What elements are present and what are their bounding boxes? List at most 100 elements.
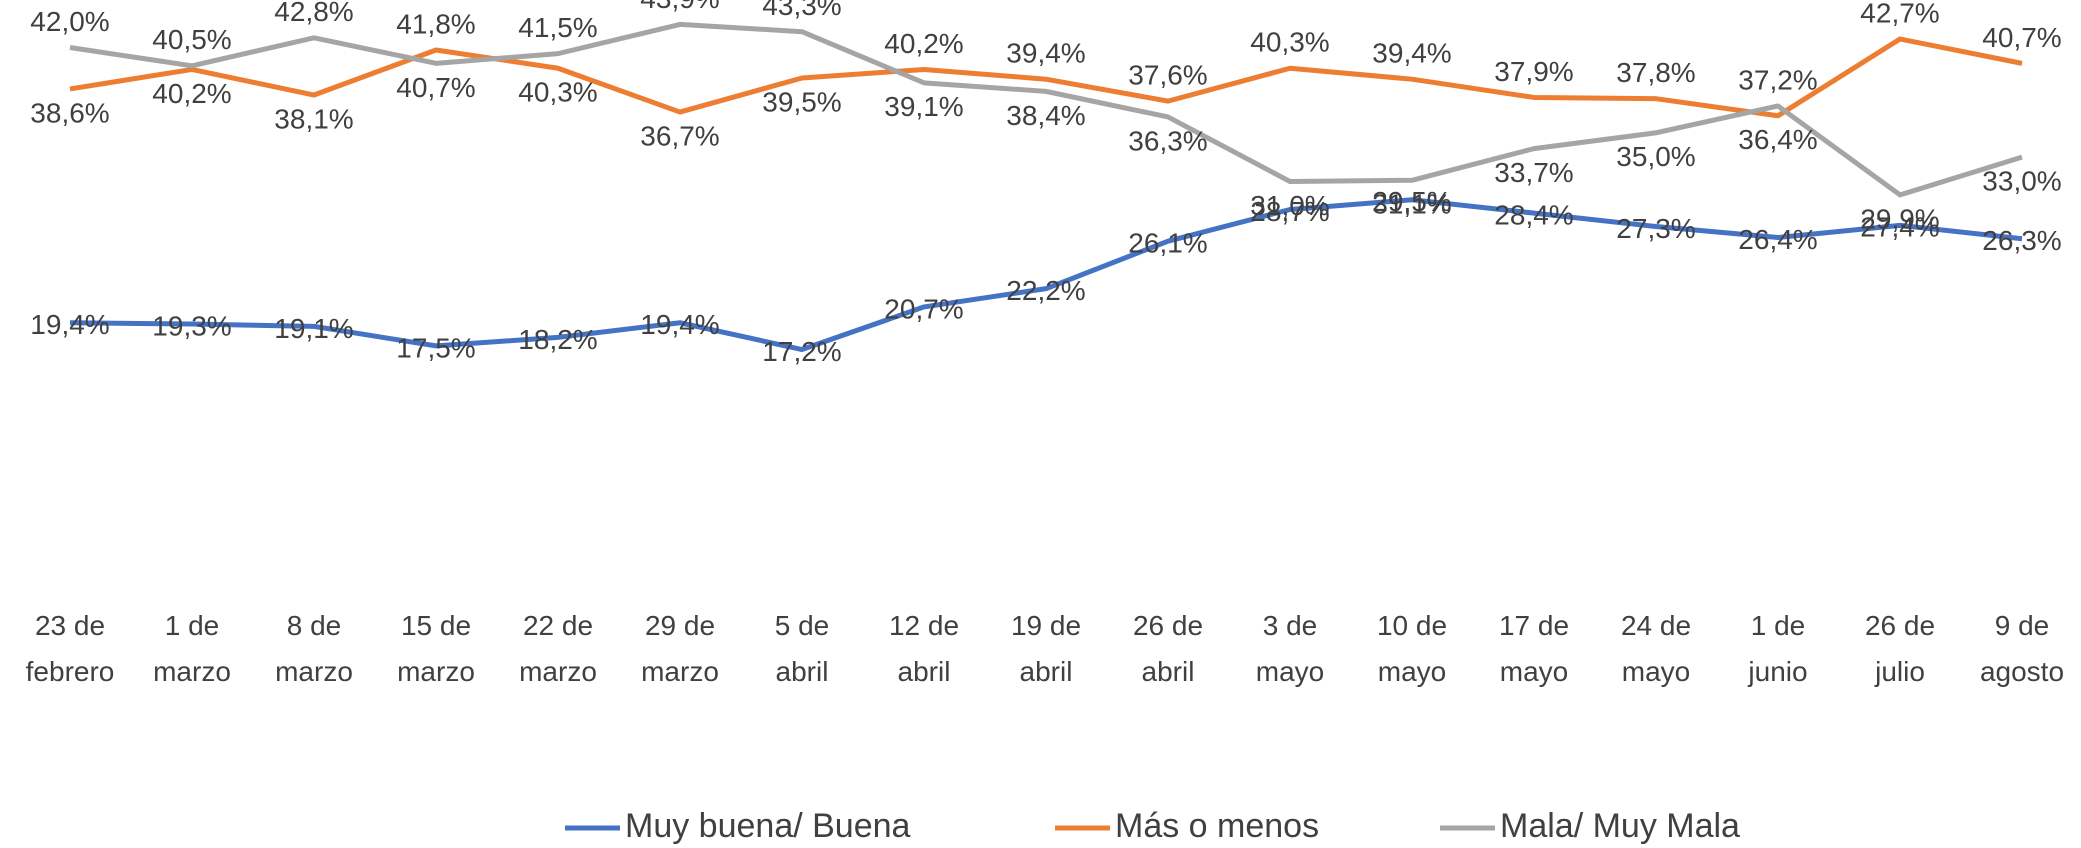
data-label: 35,0% (1616, 141, 1695, 172)
x-tick-label-line: 12 de (889, 610, 959, 641)
x-tick-label: 24 de mayo (1621, 610, 1691, 687)
x-tick-label-line: 23 de (35, 610, 105, 641)
series-line (69, 21, 2023, 198)
data-label: 29,9% (1860, 203, 1939, 234)
data-label: 42,7% (1860, 0, 1939, 28)
data-label: 36,7% (640, 120, 719, 151)
data-label: 20,7% (884, 293, 963, 324)
x-tick-label: 12 de abril (889, 610, 959, 687)
x-tick-label: 17 de mayo (1499, 610, 1569, 687)
data-label: 26,1% (1128, 228, 1207, 259)
data-label: 41,5% (518, 12, 597, 43)
data-label: 37,2% (1738, 64, 1817, 95)
x-tick-label-line: 8 de (287, 610, 342, 641)
x-tick-label: 26 de abril (1133, 610, 1203, 687)
x-tick-label-line: 1 de (165, 610, 220, 641)
x-tick-label-line: 24 de (1621, 610, 1691, 641)
data-label: 40,2% (152, 78, 231, 109)
x-tick-label-line: 17 de (1499, 610, 1569, 641)
x-tick-label: 5 de abril (775, 610, 830, 687)
legend-label: Más o menos (1115, 807, 1319, 845)
x-tick-label: 15 de marzo (397, 610, 475, 687)
x-tick-label-line: marzo (641, 656, 719, 687)
x-tick-label-line: abril (1020, 656, 1073, 687)
x-tick-label-line: abril (1142, 656, 1195, 687)
x-tick-label: 19 de abril (1011, 610, 1081, 687)
data-label: 37,8% (1616, 57, 1695, 88)
series-line (69, 197, 2023, 353)
x-tick-label: 26 de julio (1865, 610, 1935, 687)
data-label: 36,4% (1738, 124, 1817, 155)
x-tick-label-line: 15 de (401, 610, 471, 641)
data-label: 40,5% (152, 24, 231, 55)
x-tick-label-line: 22 de (523, 610, 593, 641)
legend-label: Mala/ Muy Mala (1500, 807, 1740, 845)
data-label: 43,3% (762, 0, 841, 21)
x-tick-label-line: abril (776, 656, 829, 687)
data-label: 28,4% (1494, 200, 1573, 231)
data-label: 40,3% (518, 77, 597, 108)
x-tick-label-line: mayo (1256, 656, 1324, 687)
x-tick-label-line: agosto (1980, 656, 2064, 687)
data-label: 19,4% (640, 309, 719, 340)
x-tick-label-line: marzo (519, 656, 597, 687)
data-label: 40,7% (396, 72, 475, 103)
x-tick-label-line: mayo (1622, 656, 1690, 687)
x-tick-label-line: julio (1874, 656, 1925, 687)
x-tick-label: 9 de agosto (1980, 610, 2064, 687)
x-tick-label: 23 de febrero (26, 610, 115, 687)
data-label: 27,3% (1616, 213, 1695, 244)
x-tick-label: 8 de marzo (275, 610, 353, 687)
legend-label: Muy buena/ Buena (625, 807, 911, 845)
data-label: 22,2% (1006, 275, 1085, 306)
data-label: 42,8% (274, 0, 353, 27)
x-tick-label-line: 1 de (1751, 610, 1806, 641)
data-label: 40,3% (1250, 27, 1329, 58)
x-tick-label-line: mayo (1378, 656, 1446, 687)
x-tick-label-line: 26 de (1133, 610, 1203, 641)
x-tick-label-line: febrero (26, 656, 115, 687)
data-label: 33,7% (1494, 157, 1573, 188)
series-line (69, 36, 2023, 119)
data-label: 39,4% (1372, 38, 1451, 69)
data-label: 39,4% (1006, 38, 1085, 69)
data-label: 31,1% (1372, 189, 1451, 220)
x-tick-label: 1 de junio (1747, 610, 1807, 687)
data-label: 19,1% (274, 313, 353, 344)
x-tick-label-line: marzo (275, 656, 353, 687)
data-label: 37,6% (1128, 60, 1207, 91)
data-label: 33,0% (1982, 166, 2061, 197)
data-label: 18,2% (518, 324, 597, 355)
data-label: 37,9% (1494, 56, 1573, 87)
x-tick-label-line: marzo (397, 656, 475, 687)
data-label: 28,7% (1250, 196, 1329, 227)
x-tick-label-line: 3 de (1263, 610, 1318, 641)
data-label: 36,3% (1128, 125, 1207, 156)
data-label: 39,1% (884, 91, 963, 122)
data-label: 17,2% (762, 336, 841, 367)
x-tick-label-line: 10 de (1377, 610, 1447, 641)
x-tick-label-line: 5 de (775, 610, 830, 641)
data-label: 39,5% (762, 86, 841, 117)
data-label: 43,9% (640, 0, 719, 14)
data-label: 41,8% (396, 8, 475, 39)
data-label: 42,0% (30, 6, 109, 37)
data-label: 29,5% (1372, 186, 1451, 217)
data-label: 27,4% (1860, 212, 1939, 243)
data-label: 40,7% (1982, 22, 2061, 53)
data-label: 17,5% (396, 332, 475, 363)
data-label: 38,1% (274, 103, 353, 134)
data-label: 19,4% (30, 309, 109, 340)
x-tick-label-line: mayo (1500, 656, 1568, 687)
data-label: 26,3% (1982, 225, 2061, 256)
x-tick-label: 1 de marzo (153, 610, 231, 687)
x-tick-label: 29 de marzo (641, 610, 719, 687)
x-tick-label: 22 de marzo (519, 610, 597, 687)
x-tick-label: 10 de mayo (1377, 610, 1447, 687)
data-label: 31,0% (1250, 190, 1329, 221)
x-tick-label: 3 de mayo (1256, 610, 1324, 687)
data-label: 38,6% (30, 97, 109, 128)
data-label: 26,4% (1738, 224, 1817, 255)
x-tick-label-line: 9 de (1995, 610, 2050, 641)
